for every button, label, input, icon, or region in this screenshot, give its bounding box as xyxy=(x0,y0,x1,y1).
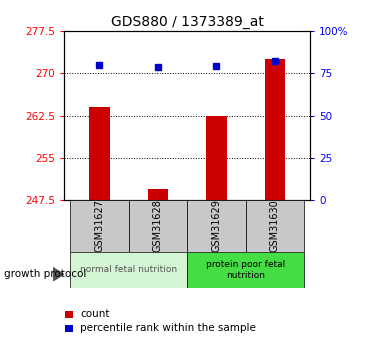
Bar xyxy=(70,200,129,252)
Bar xyxy=(66,311,73,318)
Bar xyxy=(187,200,246,252)
Bar xyxy=(265,59,285,200)
Text: GSM31627: GSM31627 xyxy=(94,199,105,253)
Bar xyxy=(148,189,168,200)
Bar xyxy=(246,200,304,252)
Text: count: count xyxy=(80,309,110,319)
Bar xyxy=(89,107,110,200)
Title: GDS880 / 1373389_at: GDS880 / 1373389_at xyxy=(111,14,264,29)
Bar xyxy=(129,200,187,252)
Text: GSM31629: GSM31629 xyxy=(211,199,222,253)
Text: protein poor fetal
nutrition: protein poor fetal nutrition xyxy=(206,260,285,280)
Bar xyxy=(206,116,227,200)
Bar xyxy=(70,252,187,288)
Bar xyxy=(187,252,304,288)
Polygon shape xyxy=(53,267,64,281)
Text: GSM31628: GSM31628 xyxy=(153,199,163,253)
Bar xyxy=(66,325,73,332)
Text: GSM31630: GSM31630 xyxy=(270,200,280,252)
Text: growth protocol: growth protocol xyxy=(4,269,86,279)
Text: percentile rank within the sample: percentile rank within the sample xyxy=(80,323,256,333)
Text: normal fetal nutrition: normal fetal nutrition xyxy=(80,265,177,275)
